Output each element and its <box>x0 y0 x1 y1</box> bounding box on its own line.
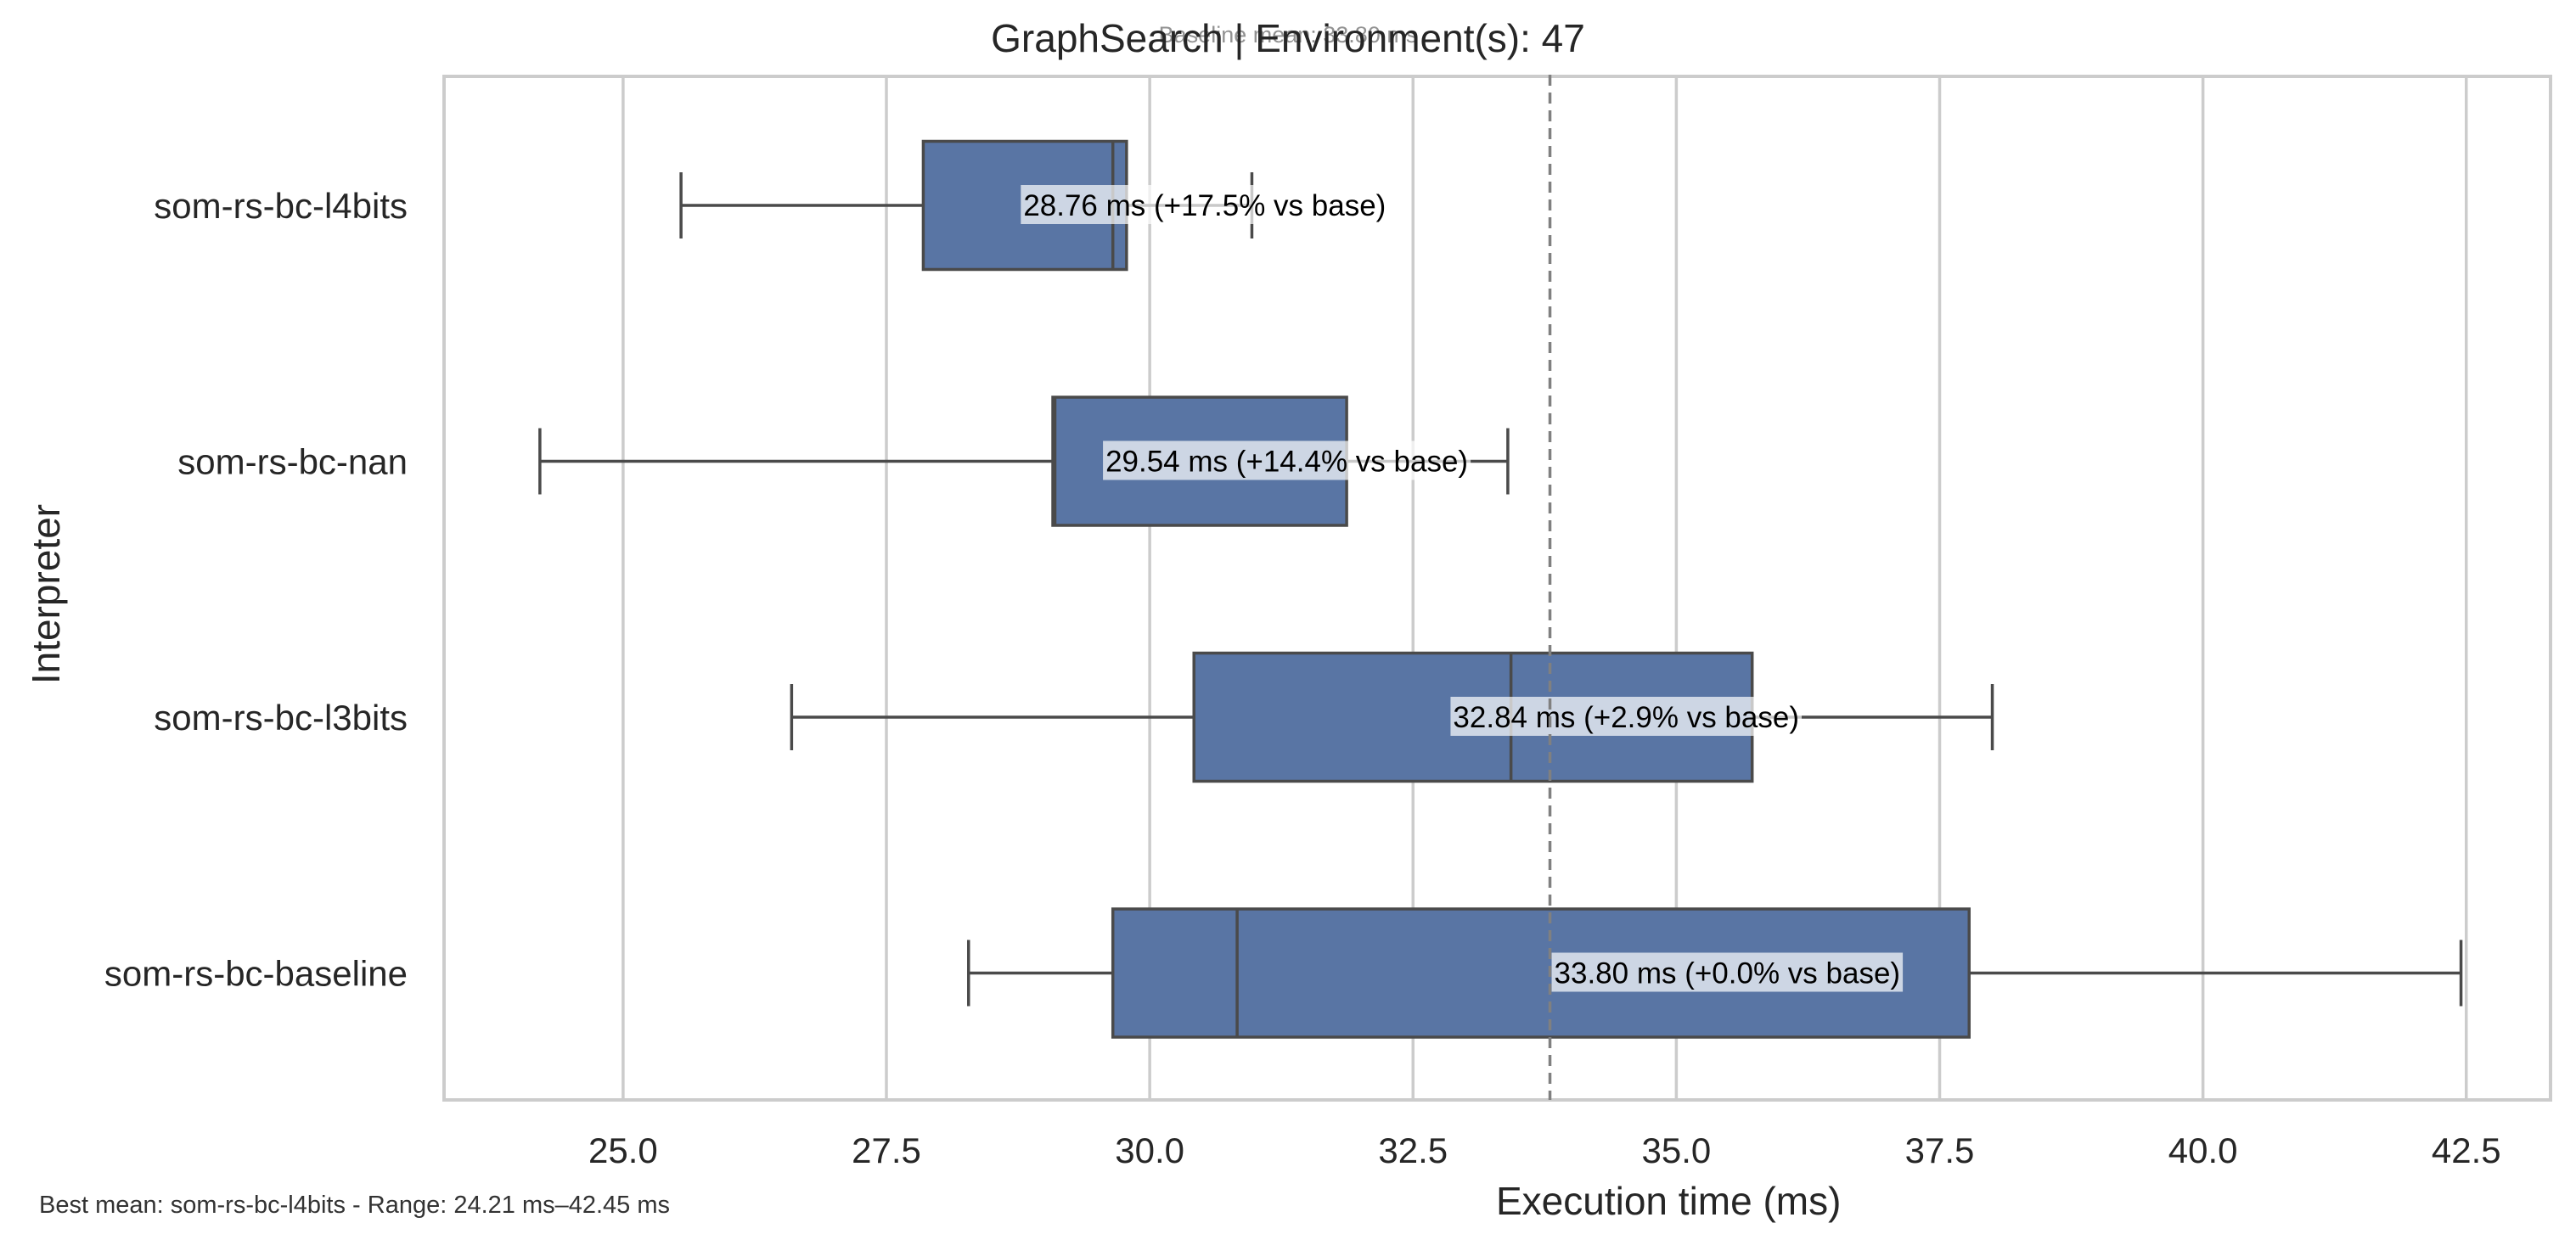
y-tick-label: som-rs-bc-l4bits <box>154 186 408 226</box>
chart-title: GraphSearch | Environment(s): 47 <box>991 16 1585 60</box>
mean-label: 33.80 ms (+0.0% vs base) <box>1555 957 1901 990</box>
plot-frame <box>442 75 2552 1102</box>
x-tick-label: 32.5 <box>1378 1130 1448 1170</box>
y-tick-label: som-rs-bc-baseline <box>104 954 408 994</box>
mean-label-background <box>1103 440 1471 480</box>
y-axis-title: Interpreter <box>24 503 68 685</box>
x-tick-label: 25.0 <box>588 1130 658 1170</box>
x-tick-label: 42.5 <box>2432 1130 2501 1170</box>
x-tick-label: 35.0 <box>1642 1130 1712 1170</box>
x-tick-label: 27.5 <box>852 1130 921 1170</box>
baseline-mean-note: Baseline mean: 33.80 ms <box>1158 22 1418 48</box>
y-tick-label: som-rs-bc-l3bits <box>154 698 408 738</box>
mean-label: 29.54 ms (+14.4% vs base) <box>1105 446 1468 479</box>
mean-label: 32.84 ms (+2.9% vs base) <box>1453 701 1799 734</box>
mean-label-background <box>1551 952 1904 992</box>
x-tick-label: 40.0 <box>2168 1130 2238 1170</box>
x-tick-label: 37.5 <box>1905 1130 1975 1170</box>
footer-note: Best mean: som-rs-bc-l4bits - Range: 24.… <box>39 1192 671 1219</box>
x-axis-title: Execution time (ms) <box>1496 1179 1842 1223</box>
mean-label-background <box>1450 697 1802 736</box>
mean-label-background <box>1021 185 1389 224</box>
y-tick-label: som-rs-bc-nan <box>177 442 408 482</box>
mean-label: 28.76 ms (+17.5% vs base) <box>1023 189 1386 222</box>
x-tick-label: 30.0 <box>1115 1130 1184 1170</box>
